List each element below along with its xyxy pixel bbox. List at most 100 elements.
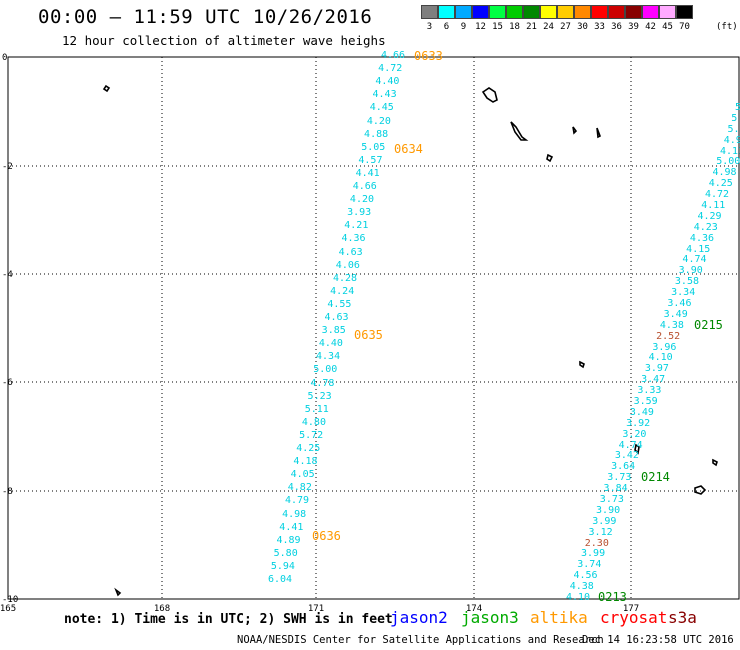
- swh-value-label: 4.78: [310, 377, 335, 389]
- lat-label: -2: [2, 162, 13, 172]
- legend-satellite-altika: altika: [530, 608, 588, 627]
- swh-value-label: 3.90: [596, 504, 621, 516]
- color-scale-label: 33: [594, 22, 605, 32]
- swh-value-label: 6.04: [268, 574, 293, 585]
- swh-value-label: 5.80: [273, 547, 298, 559]
- swh-value-label: 5.05: [361, 141, 386, 153]
- color-scale-label: 30: [577, 22, 588, 32]
- swh-value-label: 3.74: [577, 559, 602, 571]
- swh-value-label: 4.63: [338, 246, 363, 258]
- map-subtitle: 12 hour collection of altimeter wave hei…: [62, 33, 386, 48]
- swh-value-label: 4.72: [378, 63, 403, 75]
- swh-value-label: 4.66: [381, 50, 406, 61]
- color-scale-label: 70: [679, 22, 690, 32]
- swh-value-label: 4.21: [344, 220, 369, 232]
- swh-value-label: 4.88: [364, 128, 389, 140]
- swh-value-label: 4.20: [366, 115, 391, 127]
- swh-value-label: 3.84: [603, 483, 628, 495]
- swh-value-label: 3.73: [599, 494, 624, 505]
- lat-label: 0: [2, 53, 7, 63]
- island-outline: [579, 360, 585, 369]
- swh-value-label: 5: [735, 102, 740, 113]
- swh-value-label: 3.73: [607, 472, 632, 484]
- swh-value-label: 5.00: [313, 364, 338, 376]
- island-outline: [510, 121, 529, 141]
- swh-value-label: 4.10: [648, 352, 673, 364]
- swh-value-label: 5.72: [299, 429, 324, 441]
- swh-value-label: 4.74: [682, 254, 707, 266]
- swh-value-label: 3.93: [347, 207, 372, 219]
- swh-value-label: 4.40: [375, 76, 400, 88]
- swh-value-label: 4.66: [352, 181, 377, 192]
- color-swatch: [523, 5, 540, 19]
- swh-value-label: 4.74: [618, 439, 643, 451]
- swh-value-label: 4.36: [689, 232, 715, 244]
- island-outline: [546, 153, 554, 163]
- swh-value-label: 4.98: [712, 167, 737, 179]
- pass-time-label: 0214: [641, 470, 670, 484]
- island-outline: [102, 84, 111, 93]
- swh-value-label: 3.49: [663, 308, 688, 320]
- map-title: 00:00 – 11:59 UTC 10/26/2016: [38, 6, 373, 28]
- swh-value-label: 3.99: [581, 548, 606, 560]
- swh-value-label: 5.94: [270, 560, 295, 572]
- pass-time-label: 0636: [312, 529, 341, 543]
- color-swatch: [455, 5, 472, 19]
- color-scale-unit: (ft): [716, 22, 738, 32]
- swh-value-label: 3.42: [614, 450, 639, 462]
- swh-value-label: 4.29: [697, 210, 722, 222]
- swh-value-label: 4.55: [327, 298, 352, 310]
- color-scale-label: 9: [460, 22, 467, 32]
- swh-value-label: 3.12: [588, 526, 613, 538]
- swh-value-label: 4.11: [719, 145, 740, 157]
- swh-value-label: 5: [731, 112, 738, 124]
- island-outline: [596, 127, 602, 139]
- swh-value-label: 4.72: [704, 189, 730, 201]
- color-scale-label: 27: [560, 22, 571, 32]
- swh-value-label: 4.11: [701, 200, 726, 211]
- island-outline: [712, 458, 718, 467]
- color-swatch: [489, 5, 506, 19]
- color-swatch: [574, 5, 591, 19]
- pass-time-label: 0634: [394, 142, 423, 156]
- swh-value-label: 4.89: [276, 534, 301, 546]
- credit-text: NOAA/NESDIS Center for Satellite Applica…: [237, 634, 604, 646]
- swh-value-label: 4.25: [708, 178, 733, 190]
- color-swatch: [676, 5, 693, 19]
- map-frame: [7, 56, 740, 600]
- swh-value-label: 3.33: [637, 385, 662, 397]
- swh-value-label: 4.36: [341, 233, 366, 245]
- pass-time-label: 0213: [598, 590, 627, 604]
- swh-value-label: 3.92: [626, 417, 651, 429]
- color-scale-label: 18: [509, 22, 520, 32]
- swh-value-label: 5.11: [304, 403, 329, 415]
- swh-value-label: 3.58: [674, 276, 699, 288]
- swh-value-label: 5.1: [727, 123, 740, 135]
- island-outline: [694, 485, 707, 495]
- swh-value-label: 4.24: [330, 285, 355, 297]
- swh-value-label: 3.97: [644, 363, 669, 375]
- swh-value-label: 4.82: [287, 482, 312, 494]
- swh-value-label: 3.49: [629, 406, 654, 418]
- swh-value-label: 4.06: [335, 259, 360, 271]
- swh-value-label: 3.59: [633, 396, 658, 407]
- color-swatch: [659, 5, 676, 19]
- pass-time-label: 0215: [694, 318, 723, 332]
- swh-value-label: 4.20: [349, 194, 375, 206]
- color-swatch: [472, 5, 489, 19]
- swh-value-label: 3.47: [641, 374, 666, 386]
- swh-value-label: 4.15: [686, 243, 711, 255]
- timestamp-text: Dec 14 16:23:58 UTC 2016: [582, 634, 734, 646]
- swh-value-label: 3.90: [678, 265, 703, 277]
- color-swatch: [557, 5, 574, 19]
- island-outline: [114, 587, 122, 597]
- swh-value-label: 5.23: [307, 390, 332, 402]
- lat-label: -8: [2, 487, 13, 497]
- legend-satellite-s3a: s3a: [668, 608, 697, 627]
- island-outline: [481, 87, 498, 103]
- color-swatch: [506, 5, 523, 19]
- legend-satellite-cryosat: cryosat: [600, 608, 668, 627]
- color-swatch: [608, 5, 625, 19]
- swh-value-label: 4.28: [332, 272, 358, 284]
